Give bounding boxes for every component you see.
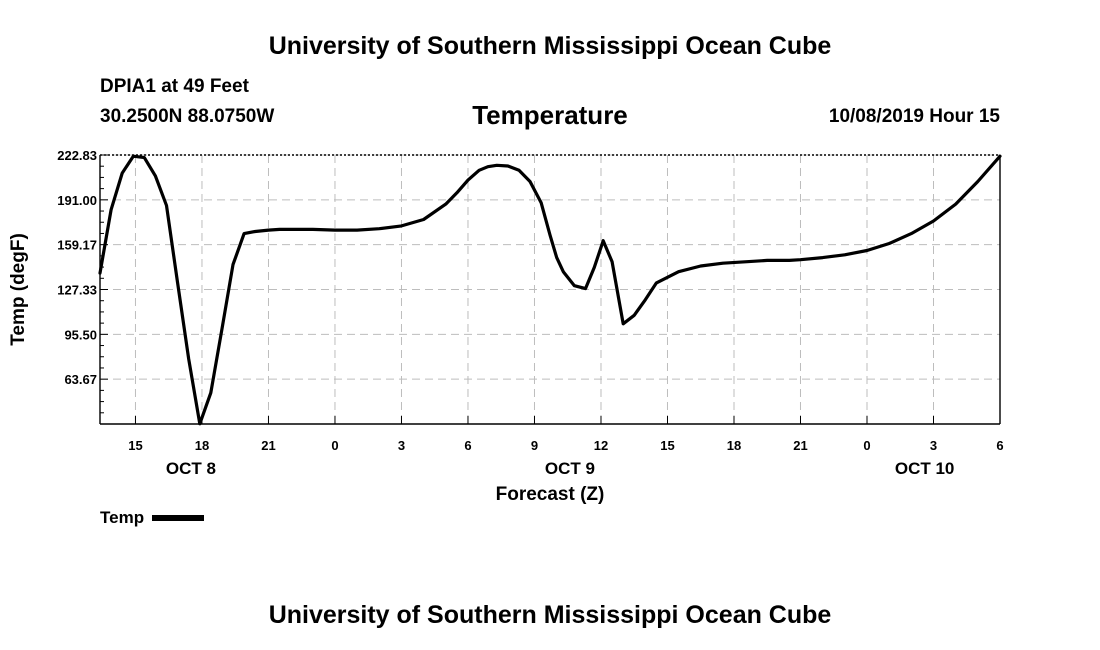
legend-label: Temp xyxy=(100,508,145,527)
chart-title-bottom: University of Southern Mississippi Ocean… xyxy=(268,601,832,629)
coordinates-label: 30.2500N 88.0750W xyxy=(100,106,275,127)
y-tick-label: 127.33 xyxy=(57,283,97,298)
x-tick-label: 6 xyxy=(996,438,1003,453)
x-tick-label: 21 xyxy=(793,438,807,453)
x-tick-label: 12 xyxy=(594,438,608,453)
x-tick-label: 6 xyxy=(464,438,471,453)
x-tick-label: 21 xyxy=(261,438,275,453)
y-tick-label: 63.67 xyxy=(64,372,97,387)
legend: Temp xyxy=(100,508,205,528)
datetime-label: 10/08/2019 Hour 15 xyxy=(828,106,1000,127)
x-tick-label: 15 xyxy=(660,438,674,453)
chart-title-top: University of Southern Mississippi Ocean… xyxy=(268,32,832,60)
series-line-temp xyxy=(98,154,1002,426)
legend-line-swatch xyxy=(152,514,205,521)
y-tick-label: 222.83 xyxy=(57,148,97,163)
x-tick-label: 0 xyxy=(863,438,870,453)
x-axis-title: Forecast (Z) xyxy=(496,484,605,505)
y-tick-label: 95.50 xyxy=(64,327,97,342)
x-date-label: OCT 9 xyxy=(545,459,595,478)
x-tick-label: 3 xyxy=(930,438,937,453)
y-tick-label: 159.17 xyxy=(57,238,97,253)
station-label: DPIA1 at 49 Feet xyxy=(100,76,249,97)
x-tick-label: 9 xyxy=(531,438,538,453)
x-date-label: OCT 8 xyxy=(166,459,216,478)
x-date-label: OCT 10 xyxy=(895,459,955,478)
x-tick-label: 18 xyxy=(195,438,209,453)
x-tick-label: 15 xyxy=(128,438,142,453)
x-tick-label: 3 xyxy=(398,438,405,453)
x-tick-label: 18 xyxy=(727,438,741,453)
y-tick-label: 191.00 xyxy=(57,193,97,208)
x-tick-label: 0 xyxy=(331,438,338,453)
variable-title: Temperature xyxy=(472,100,628,130)
y-axis-title: Temp (degF) xyxy=(8,233,29,346)
